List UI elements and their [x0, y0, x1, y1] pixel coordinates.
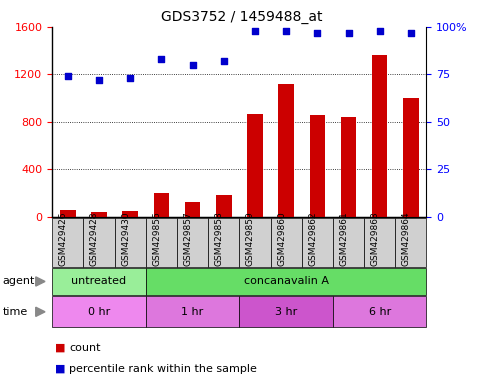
- Bar: [60, 210, 75, 217]
- Point: [345, 30, 353, 36]
- Point: [157, 56, 165, 62]
- Point: [407, 30, 415, 36]
- Text: GSM429858: GSM429858: [215, 211, 224, 266]
- Point: [251, 28, 259, 34]
- Text: ■: ■: [55, 343, 65, 353]
- Text: GSM429430: GSM429430: [121, 212, 130, 266]
- Text: percentile rank within the sample: percentile rank within the sample: [69, 364, 257, 374]
- Point: [282, 28, 290, 34]
- Point: [95, 77, 103, 83]
- Text: GSM429864: GSM429864: [402, 212, 411, 266]
- Bar: [372, 55, 387, 217]
- Text: GSM429857: GSM429857: [184, 211, 193, 266]
- Bar: [185, 202, 200, 217]
- Bar: [278, 84, 294, 217]
- Text: GSM429426: GSM429426: [59, 212, 68, 266]
- Text: GSM429859: GSM429859: [246, 211, 255, 266]
- Bar: [341, 117, 356, 217]
- Text: time: time: [2, 307, 28, 317]
- Bar: [122, 211, 138, 217]
- Text: GSM429862: GSM429862: [308, 212, 317, 266]
- Point: [126, 75, 134, 81]
- Text: GSM429861: GSM429861: [340, 211, 349, 266]
- Point: [220, 58, 227, 64]
- Text: 6 hr: 6 hr: [369, 307, 391, 317]
- Text: GSM429428: GSM429428: [90, 212, 99, 266]
- Text: GSM429860: GSM429860: [277, 211, 286, 266]
- Point: [189, 62, 197, 68]
- Bar: [310, 115, 325, 217]
- Text: count: count: [69, 343, 100, 353]
- Bar: [403, 98, 419, 217]
- Point: [376, 28, 384, 34]
- Text: 3 hr: 3 hr: [275, 307, 297, 317]
- Text: concanavalin A: concanavalin A: [243, 276, 328, 286]
- Text: untreated: untreated: [71, 276, 127, 286]
- Point: [313, 30, 321, 36]
- Text: GSM429856: GSM429856: [152, 211, 161, 266]
- Text: GSM429863: GSM429863: [370, 211, 380, 266]
- Bar: [216, 195, 231, 217]
- Point: [64, 73, 71, 79]
- Text: ■: ■: [55, 364, 65, 374]
- Bar: [154, 193, 169, 217]
- Text: GDS3752 / 1459488_at: GDS3752 / 1459488_at: [161, 10, 322, 23]
- Text: 1 hr: 1 hr: [182, 307, 204, 317]
- Bar: [247, 114, 263, 217]
- Bar: [91, 212, 107, 217]
- Text: agent: agent: [2, 276, 35, 286]
- Text: 0 hr: 0 hr: [88, 307, 110, 317]
